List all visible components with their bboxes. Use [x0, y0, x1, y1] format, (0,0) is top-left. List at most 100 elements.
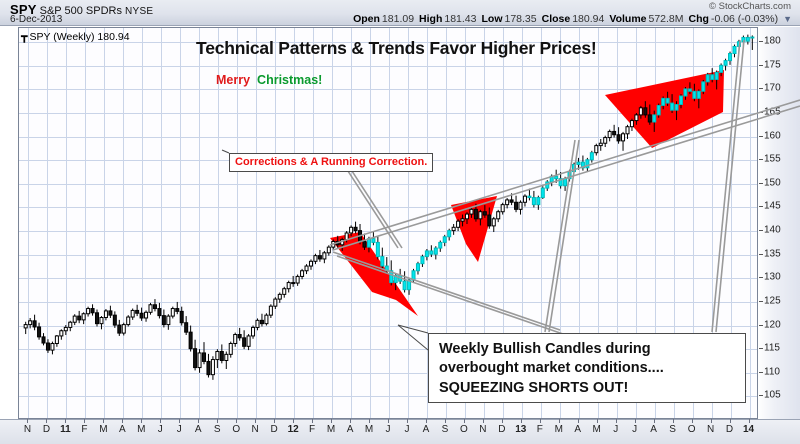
candle-body-bullish-highlight [545, 181, 550, 189]
candle-body-up [594, 145, 599, 154]
ticker-symbol[interactable]: SPY [10, 2, 37, 17]
candle-body-bullish-highlight [558, 178, 563, 187]
candle-body-up [598, 142, 603, 147]
y-axis-tick [759, 277, 763, 279]
quote-date: 6-Dec-2013 [10, 14, 63, 25]
y-axis-tick [759, 88, 763, 90]
candle-body-bullish-highlight [398, 274, 403, 282]
candle-body-up [607, 130, 612, 139]
candle-body-bullish-highlight [701, 81, 706, 92]
candle-body-bullish-highlight [683, 88, 688, 97]
x-axis-tick-label: A [574, 424, 582, 435]
x-axis-tick [103, 419, 105, 423]
christmas-text: Christmas! [257, 73, 323, 87]
x-axis-tick-label: N [479, 424, 487, 435]
x-axis-tick [236, 419, 238, 423]
gridline-vertical [104, 28, 106, 418]
candle-body-down [612, 130, 617, 136]
candle-body-down [514, 201, 519, 210]
candle-body-down [135, 309, 140, 314]
x-axis-tick [406, 419, 408, 423]
candle-body-up [277, 293, 282, 300]
candle-body-bullish-highlight [393, 274, 398, 284]
y-axis-tick-label: 110 [764, 366, 780, 378]
gridline-vertical [218, 28, 220, 418]
candle-body-down [179, 310, 184, 324]
corrections-callout[interactable]: Corrections & A Running Correction. [229, 153, 434, 172]
y-axis-tick [759, 253, 763, 255]
gridline-vertical [161, 28, 163, 418]
gridline-horizontal [19, 65, 757, 67]
candle-body-bullish-highlight [714, 71, 719, 80]
y-axis-tick-label: 160 [764, 130, 781, 142]
x-axis-tick [577, 419, 579, 423]
candle-body-bullish-highlight [567, 171, 572, 180]
exchange-label: NYSE [124, 6, 154, 17]
candle-body-bullish-highlight [732, 45, 737, 55]
y-axis-tick-label: 170 [764, 82, 781, 94]
candle-body-down [647, 114, 652, 123]
x-axis-tick-label: J [157, 424, 163, 435]
volume-value: 572.8M [648, 13, 684, 25]
y-axis-tick-label: 130 [764, 271, 781, 283]
x-axis-tick-label: J [632, 424, 638, 435]
candle-body-down [188, 331, 193, 350]
candle-body-bullish-highlight [678, 95, 684, 106]
series-legend-label: SPY (Weekly) 180.94 [29, 31, 130, 43]
candle-body-bullish-highlight [554, 175, 559, 180]
chevron-down-icon[interactable]: ▼ [783, 14, 792, 24]
candle-body-down [193, 348, 198, 369]
candle-body-up [638, 107, 643, 116]
y-axis-tick-label: 125 [764, 295, 781, 307]
candlestick-icon: ┳ [21, 31, 28, 43]
x-axis-tick-label: F [81, 424, 88, 435]
x-axis-tick-label: M [99, 424, 108, 435]
y-axis-tick [759, 395, 763, 397]
candle-body-bullish-highlight [656, 104, 661, 116]
y-axis-tick [759, 371, 763, 373]
change-value: -0.06 (-0.03%) [710, 13, 779, 25]
candle-body-bullish-highlight [719, 64, 724, 73]
company-name: S&P 500 SPDRs [39, 5, 122, 17]
x-axis-tick-label: A [422, 424, 430, 435]
candle-body-bullish-highlight [442, 236, 447, 243]
candle-body-bullish-highlight [696, 90, 701, 99]
candle-body-bullish-highlight [589, 152, 594, 161]
y-axis-tick-label: 140 [764, 224, 781, 236]
candle-body-up [121, 324, 126, 334]
x-axis-tick-label: M [554, 424, 563, 435]
y-axis-tick [759, 300, 763, 302]
candle-body-down [184, 322, 189, 333]
x-axis-tick [596, 419, 598, 423]
candle-body-up [491, 218, 496, 227]
candle-body-down [90, 308, 95, 314]
y-axis-tick [759, 230, 763, 232]
x-axis-tick-label: D [270, 424, 278, 435]
candle-body-up [304, 265, 309, 272]
candle-body-bullish-highlight [665, 97, 670, 104]
candle-body-up [456, 220, 461, 228]
merry-text: Merry [216, 73, 251, 87]
candle-body-down [509, 199, 514, 203]
candle-body-up [255, 319, 260, 328]
high-label: High [419, 13, 443, 25]
x-axis-tick [122, 419, 124, 423]
x-axis-tick [558, 419, 560, 423]
x-axis-tick [615, 419, 617, 423]
x-axis-tick-label: N [251, 424, 259, 435]
candle-body-up [81, 313, 86, 321]
x-axis-tick [672, 419, 674, 423]
x-axis-tick [520, 419, 522, 423]
candle-body-up [54, 335, 59, 344]
candle-body-down [291, 282, 296, 285]
candle-body-up [451, 226, 456, 232]
bullish-candles-callout[interactable]: Weekly Bullish Candles during overbought… [428, 333, 746, 403]
change-label: Chg [688, 13, 709, 25]
y-axis-tick-label: 150 [764, 177, 781, 189]
candle-body-up [233, 334, 238, 344]
x-axis-tick-label: F [536, 424, 543, 435]
candle-body-up [308, 260, 314, 267]
quote-strip: Open 181.09 High 181.43 Low 178.35 Close 180.94… [353, 13, 792, 25]
bullish-callout-line1: Weekly Bullish Candles during [439, 341, 651, 357]
